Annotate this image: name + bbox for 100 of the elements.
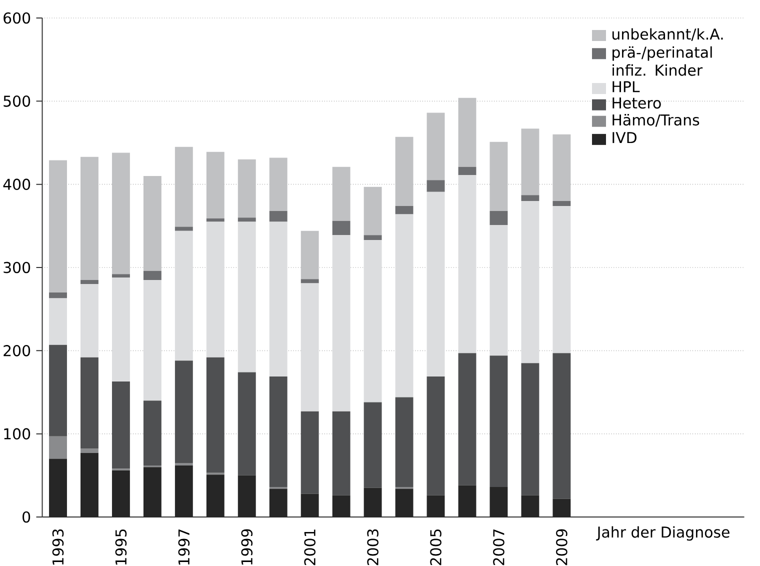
bar: [490, 210, 508, 226]
y-tick-label: 300: [4, 262, 30, 274]
legend-label: IVD: [612, 132, 636, 144]
bar: [426, 192, 445, 376]
bar: [521, 363, 540, 496]
bar: [458, 98, 476, 167]
x-axis-title: Jahr der Diagnose: [596, 526, 730, 541]
x-tick-label: 2009: [556, 529, 568, 566]
bar: [80, 156, 98, 280]
bar: [332, 235, 350, 412]
bar: [426, 495, 445, 517]
bar: [49, 344, 67, 436]
bar: [112, 277, 130, 382]
y-tick-label: 200: [4, 345, 30, 356]
bar: [490, 225, 508, 356]
bar: [552, 498, 571, 517]
bar: [395, 206, 414, 214]
x-tick-label: 1997: [178, 529, 190, 565]
bar: [238, 222, 256, 372]
x-tick-label: 1993: [52, 529, 64, 565]
bar: [80, 452, 98, 517]
bar: [395, 214, 414, 398]
bar: [143, 176, 162, 271]
bar: [206, 218, 224, 222]
bar: [80, 448, 98, 453]
bar: [458, 485, 476, 517]
bar: [521, 495, 540, 517]
y-tick-label: 0: [22, 511, 30, 523]
bar: [269, 210, 288, 222]
bar: [49, 458, 67, 517]
bar: [395, 488, 414, 517]
bar: [269, 376, 288, 488]
legend-label: Hämo/Trans: [612, 114, 700, 127]
x-tick-label: 2001: [304, 530, 316, 566]
bar: [552, 200, 571, 206]
legend-label: unbekannt/k.A.: [612, 28, 723, 41]
bar: [364, 186, 382, 236]
bar: [552, 134, 571, 201]
bar: [174, 226, 193, 231]
y-tick-label: 500: [4, 96, 30, 107]
y-tick-label: 600: [4, 12, 30, 24]
bar: [49, 298, 67, 345]
x-tick-label: 2003: [367, 529, 378, 566]
bar: [458, 166, 476, 176]
bar: [490, 487, 508, 517]
bar: [552, 206, 571, 354]
bar: [112, 152, 130, 274]
bar: [238, 218, 256, 222]
bar: [364, 235, 382, 240]
bar: [80, 357, 98, 449]
bar: [49, 292, 67, 298]
y-tick-label: 100: [4, 428, 30, 440]
x-tick-label: 2007: [493, 529, 504, 566]
bar: [521, 195, 540, 201]
bar: [332, 411, 350, 496]
legend-label: Hetero: [612, 98, 661, 109]
bar: [174, 230, 193, 361]
bar: [206, 152, 224, 218]
bar: [269, 488, 288, 517]
bar: [112, 274, 130, 278]
bar: [364, 488, 382, 517]
bar: [174, 465, 193, 517]
bar: [426, 112, 445, 180]
bar: [458, 175, 476, 354]
bar: [80, 280, 98, 284]
bar: [332, 166, 350, 221]
bar: [143, 400, 162, 466]
bar: [49, 160, 67, 292]
bar: [521, 200, 540, 364]
bar: [490, 356, 508, 488]
y-tick-label: 400: [3, 178, 30, 190]
bar: [206, 357, 224, 473]
bar: [238, 159, 256, 218]
bar: [426, 180, 445, 192]
bar: [143, 280, 162, 401]
legend-label: prä-/perinatal infiz. Kinder: [612, 46, 712, 76]
legend-label: HPL: [612, 81, 640, 92]
bar: [143, 270, 162, 280]
bar: [300, 411, 319, 494]
bar: [300, 283, 319, 412]
bar: [300, 230, 319, 280]
bar: [521, 128, 540, 196]
bar: [174, 360, 193, 463]
x-tick-label: 1999: [241, 529, 253, 565]
bar: [174, 146, 193, 227]
bar: [364, 240, 382, 402]
bar: [426, 376, 445, 496]
x-tick-label: 1995: [115, 529, 127, 565]
bar: [332, 220, 350, 236]
bar: [552, 353, 571, 499]
bar: [143, 467, 162, 517]
bar: [458, 353, 476, 486]
bar: [80, 284, 98, 358]
bar: [395, 397, 414, 488]
x-tick-label: 2005: [430, 529, 442, 566]
bar: [300, 494, 319, 517]
bar: [112, 381, 130, 469]
bar: [112, 470, 130, 517]
bar: [332, 495, 350, 517]
bar: [269, 222, 288, 376]
